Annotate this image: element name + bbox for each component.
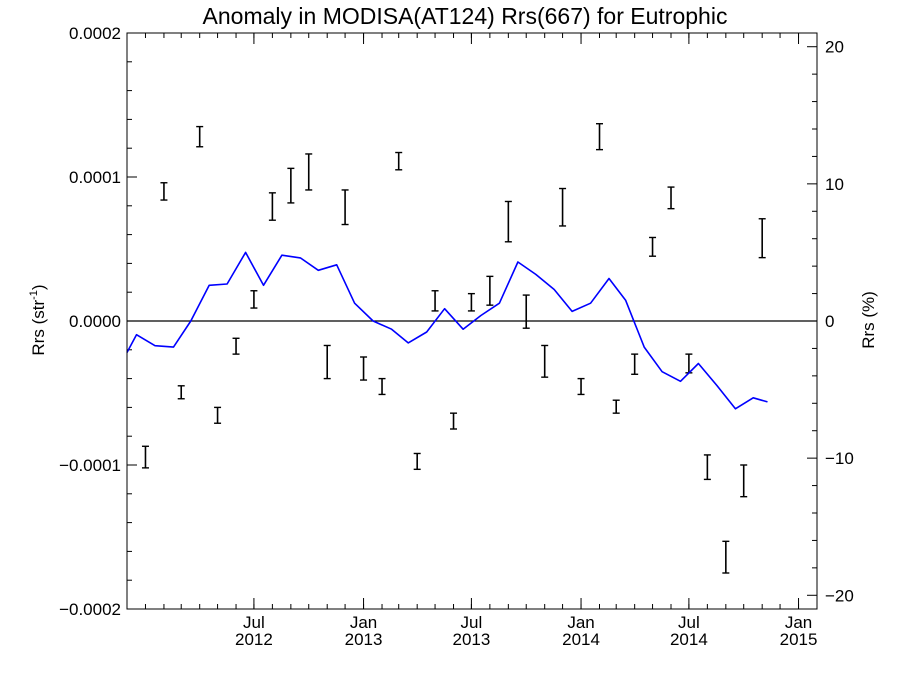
errorbar-point <box>141 445 149 469</box>
errorbar-point <box>631 353 639 375</box>
left-axis-title-close: ) <box>29 284 48 290</box>
x-tick-year-label: 2012 <box>235 630 273 649</box>
x-tick-month-label: Jul <box>461 613 483 632</box>
errorbar-point <box>667 186 675 210</box>
errorbar-point <box>413 452 421 471</box>
x-axis: Jul2012Jan2013Jul2013Jan2014Jul2014Jan20… <box>126 33 818 649</box>
x-tick-year-label: 2013 <box>452 630 490 649</box>
errorbar-point <box>722 540 730 574</box>
errorbar-point <box>577 377 585 396</box>
left-tick-label: 0.0001 <box>69 168 121 187</box>
errorbar-point <box>250 290 258 309</box>
anomaly-line <box>126 251 768 410</box>
errorbar-point <box>323 344 331 380</box>
errorbar-point <box>341 189 349 226</box>
errorbar-point <box>450 412 458 430</box>
left-tick-label: −0.0001 <box>59 456 121 475</box>
errorbar-point <box>268 192 276 221</box>
errorbar-point <box>177 385 185 400</box>
x-tick-year-label: 2014 <box>562 630 600 649</box>
errorbar-point <box>196 125 204 148</box>
left-tick-label: 0.0002 <box>69 24 121 43</box>
x-tick-year-label: 2013 <box>345 630 383 649</box>
errorbar-point <box>559 187 567 227</box>
left-axis-title-main: Rrs (str <box>29 300 48 356</box>
left-tick-label: 0.0000 <box>69 312 121 331</box>
x-tick-year-label: 2014 <box>670 630 708 649</box>
errorbar-point <box>395 151 403 171</box>
left-axis-title: Rrs (str-1) <box>28 284 48 355</box>
left-y-axis: 0.0002 0.0001 0.0000 −0.0001 −0.0002 <box>59 24 137 619</box>
errorbar-point <box>758 218 766 259</box>
errorbar-point <box>431 290 439 312</box>
left-axis-title-superscript: -1 <box>28 290 40 300</box>
errorbar-point <box>522 294 530 329</box>
errorbar-point <box>486 275 494 306</box>
errorbar-point <box>160 182 168 201</box>
errorbar-point <box>649 236 657 257</box>
right-tick-label: −20 <box>825 586 854 605</box>
x-tick-month-label: Jul <box>243 613 265 632</box>
errorbar-point <box>740 464 748 498</box>
right-tick-label: 20 <box>825 38 844 57</box>
errorbar-point <box>287 167 295 204</box>
right-y-axis: 20 10 0 −10 −20 <box>807 38 854 605</box>
right-axis-title: Rrs (%) <box>859 291 878 349</box>
errorbar-point <box>541 344 549 378</box>
right-tick-label: 0 <box>825 312 834 331</box>
errorbar-point <box>305 153 313 191</box>
plot-frame <box>126 32 818 610</box>
errorbar-point <box>467 292 475 312</box>
errorbar-point <box>504 200 512 243</box>
x-tick-month-label: Jul <box>678 613 700 632</box>
errorbar-point <box>378 377 386 396</box>
errorbar-series <box>141 123 766 574</box>
right-tick-label: 10 <box>825 175 844 194</box>
right-tick-label: −10 <box>825 449 854 468</box>
x-tick-month-label: Jan <box>785 613 812 632</box>
errorbar-point <box>214 406 222 424</box>
errorbar-point <box>232 337 240 355</box>
errorbar-point <box>360 356 368 381</box>
errorbar-point <box>612 399 620 414</box>
line-series <box>126 251 768 410</box>
x-tick-month-label: Jan <box>350 613 377 632</box>
chart-title: Anomaly in MODISA(AT124) Rrs(667) for Eu… <box>203 3 728 29</box>
left-tick-label: −0.0002 <box>59 600 121 619</box>
errorbar-point <box>703 454 711 481</box>
x-tick-month-label: Jan <box>567 613 594 632</box>
x-tick-year-label: 2015 <box>780 630 818 649</box>
errorbar-point <box>596 123 604 151</box>
